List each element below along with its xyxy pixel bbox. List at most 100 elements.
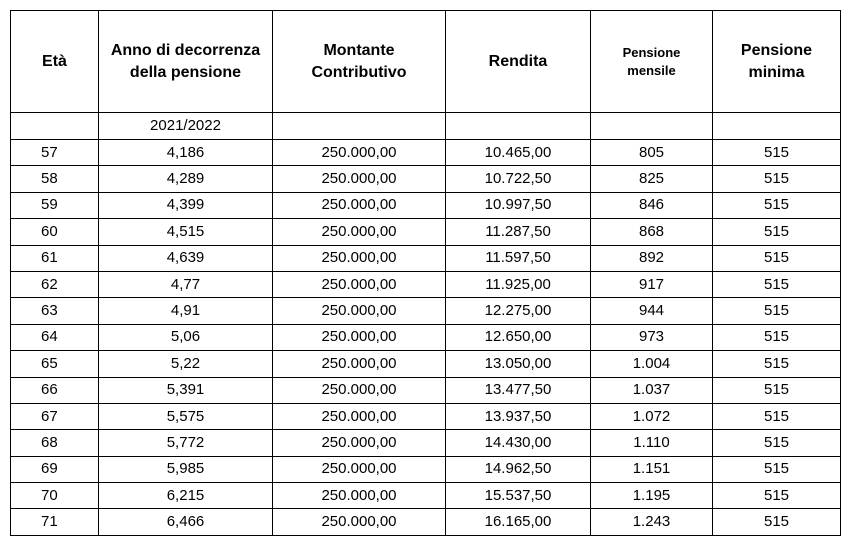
cell: 515 [712,297,841,325]
cell: 14.430,00 [445,429,591,457]
cell: 250.000,00 [272,482,446,510]
data-row: 71 6,466 250.000,00 16.165,00 1.243 515 [10,508,841,536]
cell: 250.000,00 [272,191,446,220]
header-line: Montante [323,41,395,59]
cell: 515 [712,244,841,272]
header-line: Pensione [740,41,813,59]
data-row: 69 5,985 250.000,00 14.962,50 1.151 515 [10,455,841,484]
cell: 250.000,00 [272,218,446,246]
header-line: Pensione [622,44,681,60]
cell: 250.000,00 [272,429,446,457]
column-header: Età [10,10,99,113]
header-line: Contributivo [311,63,407,81]
cell: 250.000,00 [272,165,446,193]
cell: 515 [712,191,841,220]
cell: 250.000,00 [272,350,446,378]
cell: 10.997,50 [445,191,591,220]
header-line: Anno di decorrenza [110,41,261,59]
cell: 250.000,00 [272,138,446,167]
cell: 5,985 [98,455,273,484]
cell: 892 [590,244,713,272]
cell: 13.050,00 [445,350,591,378]
data-row: 59 4,399 250.000,00 10.997,50 846 515 [10,191,841,220]
column-header: Rendita [445,10,591,113]
cell: 12.650,00 [445,323,591,352]
column-header: Anno di decorrenza della pensione [98,10,273,113]
cell: 16.165,00 [445,508,591,536]
cell: 250.000,00 [272,455,446,484]
cell: 68 [10,429,99,457]
cell: 5,22 [98,350,273,378]
cell: 1.151 [590,455,713,484]
cell: 13.477,50 [445,376,591,404]
cell: 917 [590,270,713,299]
cell: 515 [712,350,841,378]
cell: 825 [590,165,713,193]
cell: 10.465,00 [445,138,591,167]
cell: 1.110 [590,429,713,457]
cell: 250.000,00 [272,376,446,404]
cell: 4,289 [98,165,273,193]
cell: 515 [712,482,841,510]
cell: 868 [590,218,713,246]
data-row: 60 4,515 250.000,00 11.287,50 868 515 [10,218,841,246]
cell: 4,639 [98,244,273,272]
cell: 6,215 [98,482,273,510]
column-header: Montante Contributivo [272,10,446,113]
column-header: Pensione minima [712,10,841,113]
cell [445,112,591,140]
cell: 58 [10,165,99,193]
header-line: minima [748,63,805,81]
cell: 64 [10,323,99,352]
header-line: Età [42,52,67,70]
cell: 5,772 [98,429,273,457]
header-line: Rendita [488,52,548,70]
cell: 846 [590,191,713,220]
cell: 4,515 [98,218,273,246]
cell: 5,06 [98,323,273,352]
cell: 250.000,00 [272,323,446,352]
cell: 12.275,00 [445,297,591,325]
pension-table: Età Anno di decorrenza della pensione Monta… [10,10,841,536]
cell [590,112,713,140]
cell: 14.962,50 [445,455,591,484]
cell: 15.537,50 [445,482,591,510]
cell: 11.925,00 [445,270,591,299]
cell: 515 [712,508,841,536]
cell: 71 [10,508,99,536]
column-header: Pensione mensile [590,10,713,113]
cell: 59 [10,191,99,220]
cell: 65 [10,350,99,378]
data-row: 68 5,772 250.000,00 14.430,00 1.110 515 [10,429,841,457]
cell: 944 [590,297,713,325]
cell: 4,77 [98,270,273,299]
cell: 515 [712,323,841,352]
cell: 515 [712,218,841,246]
header-line: della pensione [129,63,242,81]
cell: 515 [712,402,841,431]
cell: 4,91 [98,297,273,325]
header-line: mensile [627,62,676,78]
cell: 10.722,50 [445,165,591,193]
data-row: 64 5,06 250.000,00 12.650,00 973 515 [10,323,841,352]
data-row: 57 4,186 250.000,00 10.465,00 805 515 [10,138,841,167]
data-row: 66 5,391 250.000,00 13.477,50 1.037 515 [10,376,841,404]
cell: 250.000,00 [272,244,446,272]
cell: 5,575 [98,402,273,431]
data-row: 65 5,22 250.000,00 13.050,00 1.004 515 [10,350,841,378]
cell: 515 [712,270,841,299]
cell: 62 [10,270,99,299]
cell: 515 [712,165,841,193]
cell: 515 [712,138,841,167]
year-cell: 2021/2022 [98,112,273,140]
data-row: 58 4,289 250.000,00 10.722,50 825 515 [10,165,841,193]
cell: 61 [10,244,99,272]
cell: 1.072 [590,402,713,431]
cell: 5,391 [98,376,273,404]
cell: 57 [10,138,99,167]
cell: 60 [10,218,99,246]
cell: 1.004 [590,350,713,378]
data-row: 70 6,215 250.000,00 15.537,50 1.195 515 [10,482,841,510]
cell [272,112,446,140]
data-row: 62 4,77 250.000,00 11.925,00 917 515 [10,270,841,299]
